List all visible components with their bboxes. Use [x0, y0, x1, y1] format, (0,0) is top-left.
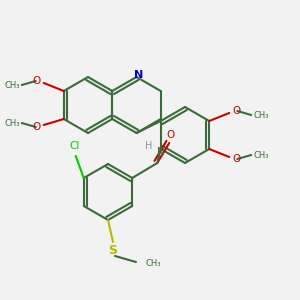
- Text: N: N: [134, 70, 143, 80]
- Text: Cl: Cl: [70, 141, 80, 151]
- Text: O: O: [32, 122, 41, 132]
- Text: CH₃: CH₃: [146, 260, 161, 268]
- Text: O: O: [232, 154, 241, 164]
- Text: O: O: [32, 76, 41, 86]
- Text: N: N: [157, 147, 165, 157]
- Text: H: H: [145, 141, 153, 151]
- Text: CH₃: CH₃: [4, 118, 20, 127]
- Text: S: S: [109, 244, 118, 256]
- Text: O: O: [166, 130, 174, 140]
- Text: O: O: [232, 106, 241, 116]
- Text: CH₃: CH₃: [4, 80, 20, 89]
- Text: CH₃: CH₃: [253, 110, 269, 119]
- Text: CH₃: CH₃: [253, 151, 269, 160]
